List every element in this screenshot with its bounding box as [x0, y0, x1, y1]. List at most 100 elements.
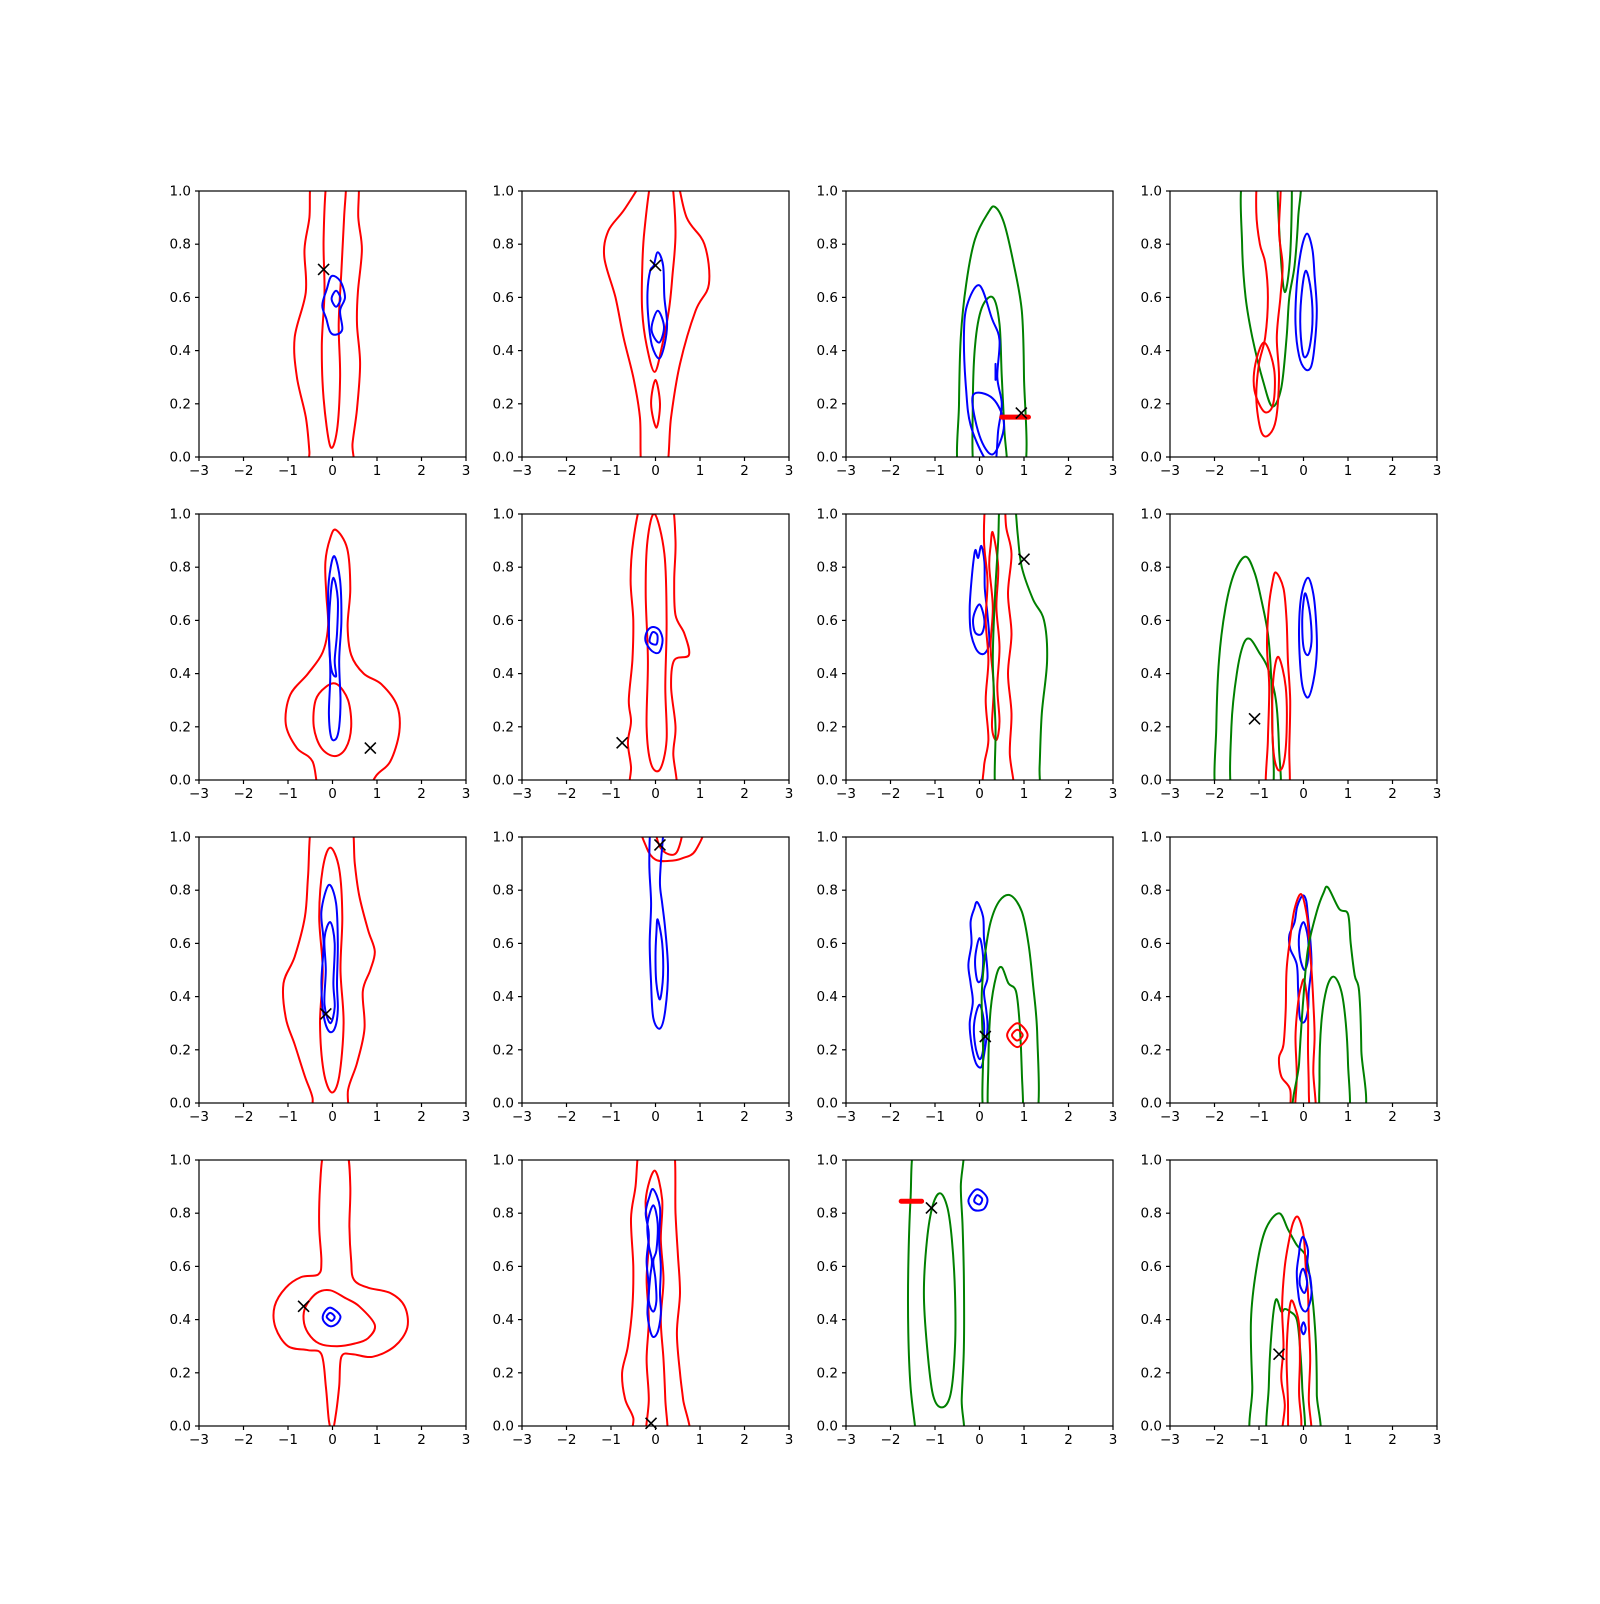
axes-spines — [521, 190, 790, 458]
blue-contour-line — [968, 544, 991, 656]
y-tick-label: 0.4 — [170, 666, 191, 682]
green-contour-line — [971, 295, 1008, 457]
x-tick-label: 1 — [1344, 786, 1353, 802]
y-tick-label: 0.4 — [817, 989, 838, 1005]
y-tick-label: 0.2 — [1141, 719, 1162, 735]
blue-contour-line — [973, 1194, 984, 1206]
y-tick-label: 0.0 — [493, 1096, 514, 1112]
y-tick-label: 0.8 — [170, 1206, 191, 1222]
x-tick-label: 2 — [417, 786, 426, 802]
plot-area — [1248, 1212, 1322, 1426]
y-tick-label: 0.6 — [170, 613, 191, 629]
y-tick-label: 0.4 — [1141, 1312, 1162, 1328]
blue-contour-line — [1301, 592, 1313, 657]
blue-contour-line — [974, 937, 985, 984]
plot-area — [626, 514, 691, 780]
plot-area — [1239, 191, 1318, 438]
y-tick-label: 0.0 — [170, 450, 191, 466]
y-tick-label: 0.2 — [817, 1365, 838, 1381]
x-tick-label: 2 — [740, 1432, 749, 1448]
blue-contour-line — [972, 1003, 986, 1061]
y-tick-label: 0.6 — [817, 613, 838, 629]
subplot-r0c1: −3 −2 −1 0 1 2 3 0.0 0.2 0.4 0.6 0.8 1.0 — [493, 184, 794, 480]
red-contour-line — [284, 528, 401, 780]
y-tick-label: 0.4 — [170, 343, 191, 359]
plot-area — [282, 837, 376, 1103]
red-contour-line — [655, 837, 683, 856]
blue-contour-line — [1298, 1267, 1309, 1294]
y-tick-label: 0.8 — [170, 237, 191, 253]
axes-spines — [845, 836, 1114, 1104]
x-tick-label: 0 — [651, 1432, 660, 1448]
y-tick-label: 0.6 — [817, 1259, 838, 1275]
y-tick-label: 0.8 — [170, 883, 191, 899]
blue-contour-line — [321, 274, 346, 336]
red-contour-line — [1006, 1022, 1029, 1049]
y-tick-label: 0.6 — [1141, 613, 1162, 629]
y-tick-label: 0.2 — [493, 719, 514, 735]
y-tick-label: 1.0 — [170, 1153, 191, 1169]
x-tick-label: −1 — [278, 463, 298, 479]
y-tick-label: 1.0 — [170, 184, 191, 200]
x-tick-label: −1 — [601, 1109, 621, 1125]
x-tick-label: −3 — [189, 786, 209, 802]
x-tick-label: 2 — [1388, 463, 1397, 479]
blue-contour-line — [323, 921, 336, 1025]
x-marker — [297, 1300, 310, 1313]
x-marker — [925, 1201, 938, 1214]
x-tick-label: −3 — [1160, 786, 1180, 802]
red-contour-line — [282, 837, 376, 1103]
x-tick-label: 2 — [417, 1432, 426, 1448]
x-tick-label: 1 — [696, 786, 705, 802]
x-tick-label: 1 — [696, 463, 705, 479]
plot-area — [1277, 885, 1368, 1103]
axes-spines — [198, 1159, 467, 1427]
y-tick-label: 0.2 — [493, 1042, 514, 1058]
x-tick-label: −1 — [278, 1109, 298, 1125]
x-marker — [644, 1417, 658, 1430]
green-contour-line — [922, 1192, 957, 1409]
y-tick-label: 0.4 — [1141, 343, 1162, 359]
x-tick-label: 0 — [975, 786, 984, 802]
x-tick-label: 2 — [1064, 1432, 1073, 1448]
y-tick-label: 0.8 — [1141, 883, 1162, 899]
blue-contour-line — [648, 631, 659, 646]
axes-spines — [198, 190, 467, 458]
red-contour-line — [293, 191, 363, 457]
x-tick-label: 3 — [785, 1432, 794, 1448]
x-tick-label: −1 — [1249, 1432, 1269, 1448]
y-tick-label: 0.0 — [170, 1419, 191, 1435]
y-tick-label: 0.6 — [493, 936, 514, 952]
y-tick-label: 0.8 — [1141, 560, 1162, 576]
x-tick-label: −2 — [557, 463, 577, 479]
y-tick-label: 1.0 — [170, 830, 191, 846]
x-tick-label: 0 — [975, 1432, 984, 1448]
x-tick-label: −1 — [1249, 786, 1269, 802]
plot-area — [907, 1160, 989, 1426]
red-contour-line — [1264, 571, 1292, 780]
blue-contour-line — [967, 1188, 989, 1212]
x-tick-label: −1 — [925, 463, 945, 479]
blue-contour-line — [1298, 576, 1318, 699]
x-tick-label: 1 — [1344, 1432, 1353, 1448]
x-marker — [1248, 712, 1261, 725]
subplot-r2c1: −3 −2 −1 0 1 2 3 0.0 0.2 0.4 0.6 0.8 1.0 — [493, 830, 794, 1126]
y-tick-label: 1.0 — [817, 830, 838, 846]
x-tick-label: 3 — [462, 1432, 471, 1448]
y-tick-label: 0.2 — [170, 1365, 191, 1381]
x-tick-label: −2 — [234, 1109, 254, 1125]
x-tick-label: 1 — [1020, 1432, 1029, 1448]
red-contour-line — [621, 1160, 691, 1426]
x-marker — [616, 736, 629, 749]
y-tick-label: 0.0 — [817, 773, 838, 789]
x-tick-label: −2 — [557, 786, 577, 802]
x-tick-label: −2 — [1205, 1109, 1225, 1125]
y-tick-label: 0.8 — [493, 1206, 514, 1222]
blue-contour-line — [325, 1311, 336, 1322]
x-tick-label: 2 — [1388, 1432, 1397, 1448]
y-tick-label: 0.6 — [817, 290, 838, 306]
x-tick-label: 0 — [1299, 1432, 1308, 1448]
x-tick-label: −2 — [234, 463, 254, 479]
y-tick-label: 0.0 — [1141, 1096, 1162, 1112]
